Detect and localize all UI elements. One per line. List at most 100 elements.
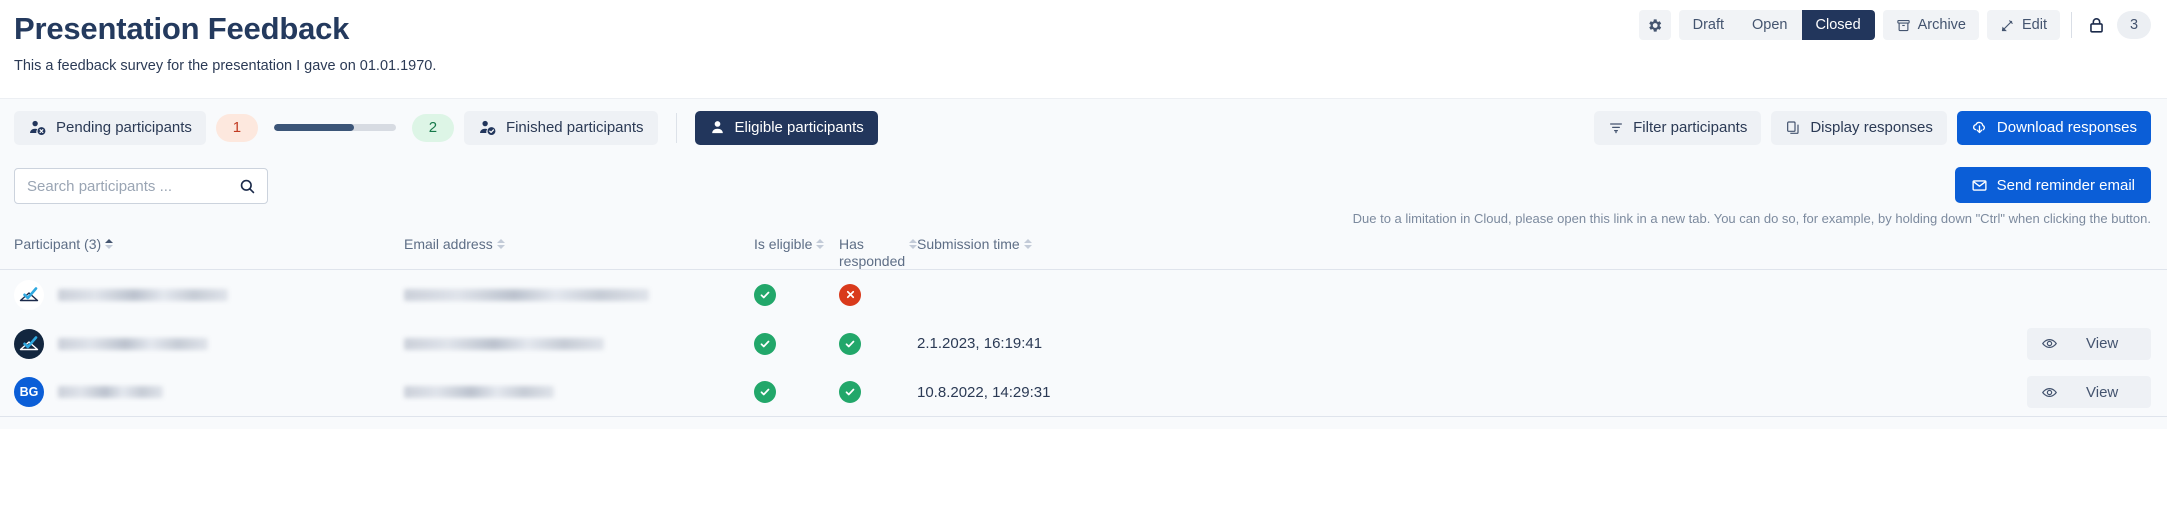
search-input[interactable] [27,177,238,195]
pending-participants-label: Pending participants [56,119,192,136]
gear-icon [1646,17,1663,34]
participant-cell [14,279,404,310]
edit-label: Edit [2022,17,2047,33]
display-responses-button[interactable]: Display responses [1771,110,1947,145]
is-eligible-cell [754,381,839,403]
submission-time-cell: 2.1.2023, 16:19:41 [917,335,1043,352]
sort-indicator-is-eligible[interactable] [816,239,825,249]
row-actions-cell: View [1447,327,2151,360]
edit-button[interactable]: Edit [1987,10,2060,40]
view-response-label: View [2086,335,2119,352]
status-option-closed[interactable]: Closed [1801,10,1875,40]
finished-participants-label: Finished participants [505,119,644,136]
participant-email [404,386,554,398]
column-header-has-responded-label: Has responded [839,236,906,269]
has-responded-cell [839,381,917,403]
status-segmented-control[interactable]: Draft Open Closed [1678,10,1875,40]
participant-name [58,288,228,301]
has-responded-cell [839,332,917,355]
column-header-submission-time-label: Submission time [917,236,1020,252]
status-icon-yes [839,332,861,355]
participant-cell [14,328,404,359]
status-icon-yes [754,332,776,355]
column-header-has-responded[interactable]: Has responded [839,222,918,270]
download-responses-button[interactable]: Download responses [1956,110,2151,145]
row-actions-cell: View [1447,376,2151,408]
filter-icon [1608,120,1624,136]
participant-name [58,337,208,350]
is-eligible-cell [754,332,839,355]
column-header-is-eligible[interactable]: Is eligible [754,222,839,253]
column-header-participant[interactable]: Participant (3) [14,222,404,253]
column-header-email[interactable]: Email address [404,222,754,253]
sort-indicator-email[interactable] [496,239,505,249]
user-check-icon [478,118,497,137]
participant-name [58,386,163,398]
toolbar-left-group: Pending participants 1 2 Finished partic… [14,110,878,145]
view-response-label: View [2086,383,2119,401]
settings-button[interactable] [1638,10,1671,40]
filter-participants-button[interactable]: Filter participants [1594,110,1762,145]
lock-icon [2087,16,2106,35]
eligible-participants-label: Eligible participants [734,119,864,136]
table-row[interactable]: BG 10.8.2022, 14:29:31 View [0,368,2167,417]
toolbar-right-group: Filter participants Display responses [1594,110,2151,145]
sort-indicator-has-responded[interactable] [909,239,918,249]
column-header-submission-time[interactable]: Submission time [917,222,1447,253]
status-icon-yes [839,381,861,403]
email-cell [404,337,754,350]
page-subtitle: This a feedback survey for the presentat… [14,58,437,74]
participant-count-pill: 3 [2117,11,2151,39]
participant-email [404,288,649,301]
pencil-icon [2000,18,2015,33]
eye-icon [2041,335,2058,352]
status-option-open[interactable]: Open [1752,17,1788,33]
completion-progress-fill [273,124,355,131]
participants-table: Participant (3) Email address Is eligibl… [0,222,2167,429]
sort-indicator-submission-time[interactable] [1023,239,1032,249]
pending-participants-chip[interactable]: Pending participants [14,110,206,145]
column-header-email-label: Email address [404,236,493,252]
lock-button[interactable] [2083,10,2109,40]
pending-count-badge: 1 [215,113,258,142]
completion-progress-bar [273,124,396,131]
envelope-icon [1971,177,1988,194]
submission-time-cell: 10.8.2022, 14:29:31 [917,383,1051,401]
view-response-button[interactable]: View [2027,327,2151,360]
page-header: Presentation Feedback This a feedback su… [0,0,2167,98]
is-eligible-cell [754,283,839,306]
user-icon [709,119,726,136]
finished-participants-chip[interactable]: Finished participants [463,110,658,145]
status-option-draft[interactable]: Draft [1692,17,1725,33]
table-row[interactable] [0,270,2167,319]
participant-email [404,337,604,350]
participant-cell: BG [14,377,404,407]
view-response-button[interactable]: View [2027,376,2151,408]
search-icon[interactable] [238,177,257,196]
has-responded-cell [839,283,917,306]
status-icon-no [839,283,861,306]
toolbar-separator [675,112,677,143]
user-pending-icon [28,118,47,137]
send-reminder-email-label: Send reminder email [1996,176,2135,194]
avatar: BG [14,377,44,407]
download-responses-label: Download responses [1996,119,2137,136]
header-divider [2071,12,2072,38]
eligible-participants-chip[interactable]: Eligible participants [694,110,878,145]
header-actions: Draft Open Closed Archive [1638,10,2151,40]
send-reminder-email-button[interactable]: Send reminder email [1954,167,2151,203]
table-bottom-strip [0,417,2167,429]
table-row[interactable]: 2.1.2023, 16:19:41 View [0,319,2167,368]
finished-count-badge: 2 [411,113,454,142]
sort-indicator-participant[interactable] [105,239,114,249]
copy-icon [1785,120,1801,136]
archive-button[interactable]: Archive [1882,10,1979,40]
avatar [14,328,44,359]
page-title: Presentation Feedback [14,11,350,46]
search-box[interactable] [14,168,268,204]
archive-icon [1896,18,1911,33]
email-cell [404,288,754,301]
participants-toolbar: Pending participants 1 2 Finished partic… [0,98,2167,156]
filter-participants-label: Filter participants [1633,119,1748,136]
